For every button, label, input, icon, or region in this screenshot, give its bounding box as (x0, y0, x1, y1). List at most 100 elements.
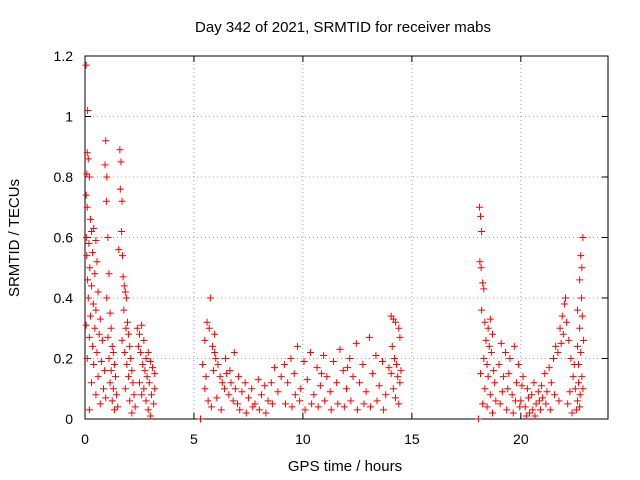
data-point (238, 388, 246, 396)
data-point (116, 185, 124, 193)
data-point (385, 364, 393, 372)
data-point (90, 361, 98, 369)
data-point (532, 400, 540, 408)
data-point (577, 348, 585, 356)
data-point (333, 379, 341, 387)
data-point (505, 370, 513, 378)
data-point (208, 342, 216, 350)
data-point (308, 400, 316, 408)
data-point (113, 391, 121, 399)
data-point (550, 355, 558, 362)
data-point (477, 264, 485, 272)
data-point (140, 385, 148, 393)
data-point (492, 397, 500, 405)
data-point (147, 391, 155, 399)
data-point (300, 358, 308, 366)
data-point (508, 391, 516, 399)
data-point (122, 324, 130, 332)
x-tick-label: 15 (404, 431, 420, 447)
data-point (557, 339, 565, 347)
data-point (218, 379, 226, 387)
data-point (98, 336, 106, 344)
data-point (347, 397, 355, 405)
data-point (126, 397, 134, 405)
data-point (96, 400, 104, 408)
data-point (556, 324, 564, 332)
data-point (515, 361, 523, 369)
data-point (118, 197, 126, 205)
data-point (271, 364, 279, 372)
data-point (497, 339, 505, 347)
data-point (150, 400, 158, 408)
data-point (109, 348, 117, 356)
data-point (135, 379, 143, 387)
data-point (235, 373, 243, 381)
data-point (110, 361, 118, 369)
data-point (138, 391, 146, 399)
data-point (86, 215, 94, 223)
data-point (217, 406, 225, 414)
data-point (94, 373, 102, 381)
data-point (576, 403, 584, 411)
data-point (139, 361, 147, 369)
data-point (101, 367, 109, 375)
data-point (119, 273, 127, 281)
data-point (85, 173, 93, 181)
data-point (297, 385, 305, 393)
data-point (109, 385, 117, 393)
data-point (123, 361, 131, 369)
data-point (336, 345, 344, 353)
data-point (543, 388, 551, 396)
data-point (551, 391, 559, 399)
data-point (122, 294, 130, 302)
data-point (126, 342, 134, 350)
data-point (480, 285, 488, 293)
data-point (212, 355, 220, 362)
data-point (486, 391, 494, 399)
data-point (248, 385, 256, 393)
data-point (85, 333, 93, 341)
data-point (510, 342, 518, 350)
data-point (558, 312, 566, 320)
y-tick-label: 1.2 (54, 48, 74, 64)
data-point (489, 409, 497, 417)
data-point (91, 270, 99, 278)
data-point (516, 403, 524, 411)
data-point (231, 385, 239, 393)
data-point (360, 400, 368, 408)
data-point (103, 173, 111, 181)
data-point (84, 106, 92, 114)
data-point (373, 397, 381, 405)
data-point (199, 361, 207, 369)
data-point (346, 355, 354, 362)
data-point (478, 227, 486, 235)
data-point (125, 373, 133, 381)
data-point (82, 321, 90, 329)
data-point (274, 388, 282, 396)
data-point (394, 373, 402, 381)
data-point (509, 409, 517, 417)
data-point (93, 348, 101, 356)
data-point (106, 309, 114, 317)
data-point (511, 397, 519, 405)
data-point (105, 355, 113, 362)
data-point (196, 415, 204, 423)
data-point (329, 358, 337, 366)
data-point (242, 409, 250, 417)
x-tick-label: 5 (190, 431, 198, 447)
data-point (378, 358, 386, 366)
data-point (498, 388, 506, 396)
data-point (387, 370, 395, 378)
data-point (563, 318, 571, 326)
x-tick-label: 10 (295, 431, 311, 447)
data-point (142, 355, 150, 362)
data-point (149, 364, 157, 372)
data-point (213, 394, 221, 402)
y-tick-label: 0.6 (54, 230, 74, 246)
data-point (546, 406, 554, 414)
data-point (86, 264, 94, 272)
data-point (83, 203, 91, 211)
data-point (128, 409, 136, 417)
data-point (230, 348, 238, 356)
data-point (204, 397, 212, 405)
